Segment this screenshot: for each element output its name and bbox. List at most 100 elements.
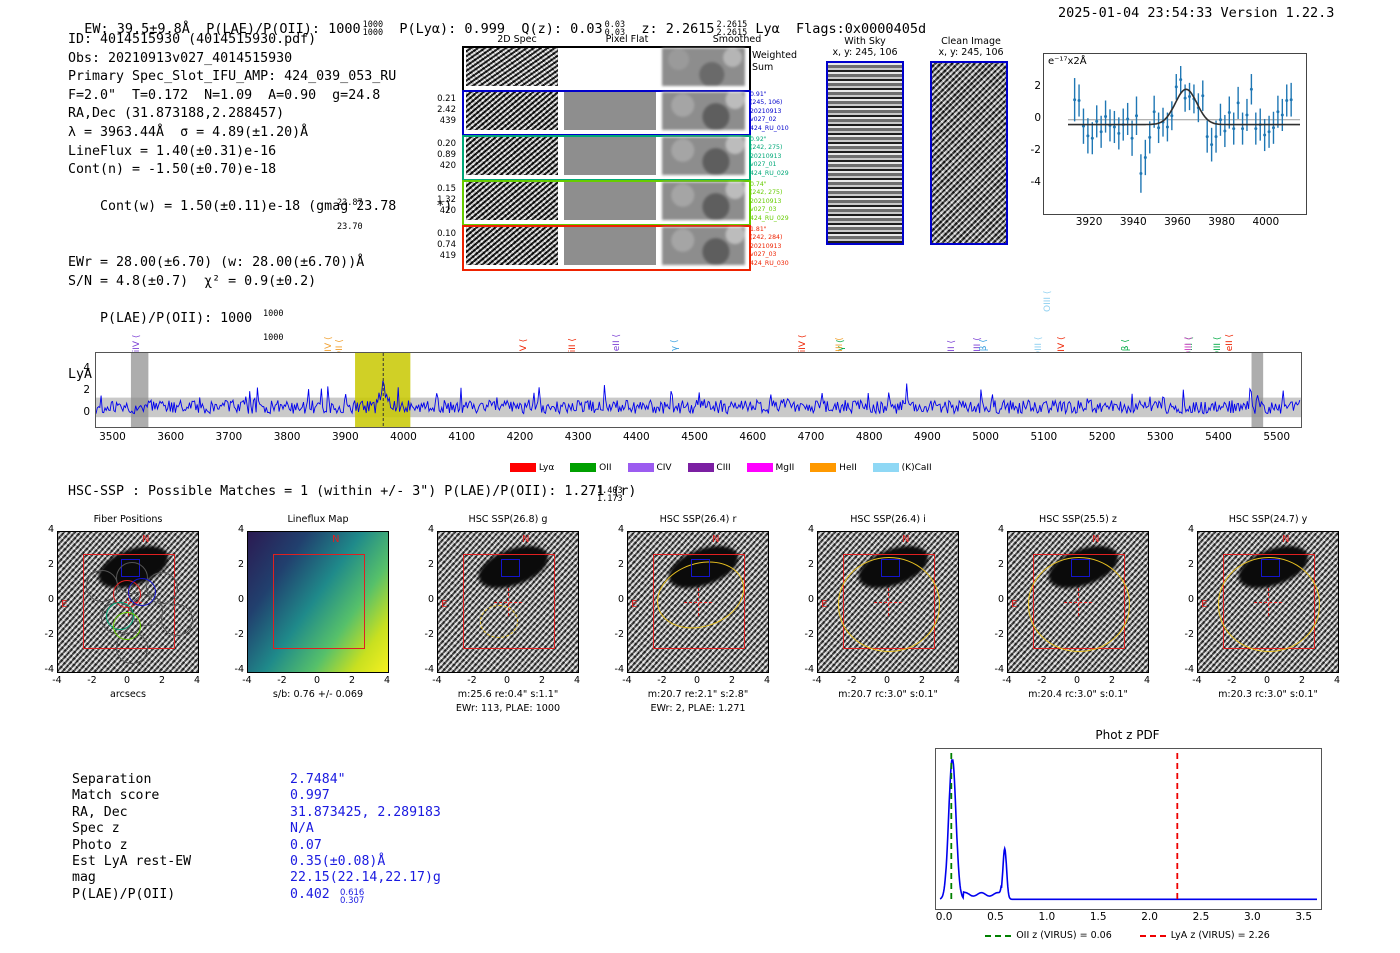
cutout-ytick: 4	[997, 524, 1004, 535]
header-z-range: 2.2615 2.2615	[716, 20, 748, 38]
spectrum-xtick: 4000	[390, 431, 417, 443]
legend-label: MgII	[772, 463, 795, 473]
spectrum-ytick: 2	[83, 384, 90, 397]
linefit-xtick: 3980	[1208, 216, 1236, 228]
spec-row-smoothed	[662, 182, 745, 220]
cutout-caption-1: s/b: 0.76 +/- 0.069	[272, 689, 364, 700]
spectrum-xtick: 5300	[1146, 431, 1174, 443]
spectrum-xtick: 5100	[1030, 431, 1058, 443]
cutout-xtick: 4	[193, 675, 201, 686]
header-plya: P(Lyα): 0.999	[399, 21, 506, 37]
legend-label: LyA z (VIRUS) = 2.26	[1170, 930, 1270, 941]
ellipse-overlay	[480, 604, 519, 638]
cutout-ytick: 4	[1187, 524, 1194, 535]
cutout-caption-2: EWr: 113, PLAE: 1000	[455, 703, 561, 714]
photz-legend-item: LyA z (VIRUS) = 2.26	[1139, 930, 1270, 941]
spec-row-meta: 1.81" (242, 284) 20210913 v027_03 424_RU_030	[750, 226, 789, 267]
spectrum-legend: Lyα OII CIV CIII MgII HeII (K)CaII	[510, 455, 948, 474]
spectrum-legend-item: CIV	[627, 463, 672, 473]
header-class: Lyα	[755, 21, 780, 37]
photz-xtick: 0.0	[935, 911, 953, 923]
spec-row-smoothed	[662, 92, 745, 130]
match-table-value: 31.873425, 2.289183	[290, 804, 441, 820]
timestamp: 2025-01-04 23:54:33 Version 1.22.3	[1058, 5, 1335, 21]
spec-row-meta: 0.74" (242, 275) 20210913 v027_03 424_RU_029	[750, 181, 789, 222]
legend-dash	[1139, 934, 1166, 937]
spectrum-legend-item: OII	[570, 463, 612, 473]
cutout-xtick: 4	[1333, 675, 1341, 686]
fiber-highlight	[113, 612, 141, 640]
cutout-ytick: -4	[994, 664, 1004, 675]
cutout-xtick: -2	[277, 675, 287, 686]
spec-row-2dspec	[466, 182, 558, 220]
match-table-key: Match score	[72, 788, 160, 804]
header-flags: Flags:0x0000405d	[796, 21, 927, 37]
spectrum-xtick: 5200	[1088, 431, 1116, 443]
info-cont-n: Cont(n) = -1.50(±0.70)e-18	[68, 162, 277, 178]
cutout-image[interactable]: N	[247, 531, 389, 673]
cutout-caption-1: m:20.3 rc:3.0" s:0.1"	[1218, 689, 1318, 700]
spec-row-meta: 0.91" (245, 106) 20210913 v027_02 424_RU_010	[750, 91, 789, 132]
cutout-xtick: -4	[432, 675, 442, 686]
cutout-xtick: 0	[1073, 675, 1081, 686]
info-plae-range: 1000 1000	[263, 309, 284, 344]
photz-title: Phot z PDF	[1095, 728, 1160, 742]
info-fwhm: F=2.0" T=0.172 N=1.09 A=0.90 g=24.8	[68, 87, 381, 103]
cutout-xtick: -4	[622, 675, 632, 686]
spectrum-xtick: 4800	[855, 431, 883, 443]
compass-n: N	[522, 534, 530, 545]
linefit-annotation: e⁻¹⁷x2Å	[1048, 56, 1087, 67]
weighted-sum-pixelflat	[560, 48, 660, 86]
match-marker-blue	[501, 558, 520, 578]
linefit-xtick: 3920	[1075, 216, 1103, 228]
spec-row-panel	[462, 90, 751, 136]
spectrum-xtick: 4400	[623, 431, 650, 443]
cutout-ytick: -2	[44, 629, 54, 640]
clean-image-coords: x, y: 245, 106	[938, 47, 1004, 58]
spectrum-xtick: 4300	[564, 431, 592, 443]
spec-row-pixelflat	[564, 227, 656, 265]
legend-swatch	[872, 463, 899, 472]
cutout-xtick: 0	[313, 675, 321, 686]
spec-row-panel	[462, 225, 751, 271]
ellipse-overlay	[1217, 557, 1321, 652]
cutout-title: HSC SSP(26.8) g	[468, 514, 548, 525]
with-sky-image	[826, 61, 904, 245]
info-lineflux: LineFlux = 1.40(±0.31)e-16	[68, 143, 277, 159]
full-spectrum-plot: e⁻¹⁷x2Å	[95, 352, 1302, 428]
info-radec: RA,Dec (31.873188,2.288457)	[68, 106, 285, 122]
spec-row-values: 0.20 0.89 420	[437, 139, 456, 171]
photz-xtick: 3.0	[1243, 911, 1261, 923]
cutout-ytick: 4	[617, 524, 624, 535]
cutout-xtick: 4	[573, 675, 581, 686]
spectrum-xtick: 4700	[797, 431, 825, 443]
col-title-smoothed: Smoothed	[712, 34, 762, 45]
cutout-ytick: -4	[234, 664, 244, 675]
spectrum-xtick: 4500	[681, 431, 708, 443]
legend-swatch	[687, 463, 714, 472]
cutout-caption-1: m:20.7 rc:3.0" s:0.1"	[838, 689, 938, 700]
linefit-ytick: -4	[1030, 175, 1041, 188]
spec-row-smoothed	[662, 137, 745, 175]
cutout-ytick: -4	[44, 664, 54, 675]
cutout-ytick: 4	[237, 524, 244, 535]
cutout-xtick: 0	[883, 675, 891, 686]
cutout-xtick: -4	[812, 675, 822, 686]
aperture-box-red	[463, 554, 555, 649]
cutout-xtick: -2	[467, 675, 477, 686]
header-summary: EW: 39.5±9.8Å P(LAE)/P(OII): 1000 1000 100…	[68, 5, 927, 38]
spectrum-xtick: 3900	[331, 431, 359, 443]
photz-xtick: 3.5	[1295, 911, 1313, 923]
match-marker-blue	[1261, 558, 1280, 578]
spec-row-smoothed	[662, 227, 745, 265]
spec-row-meta: 0.92" (242, 275) 20210913 v027_01 424_RU_029	[750, 136, 789, 177]
match-table-value: 2.7484"	[290, 772, 346, 787]
line-fit-plot: e⁻¹⁷x2Å	[1043, 53, 1307, 215]
spectrum-xtick: 3700	[215, 431, 243, 443]
